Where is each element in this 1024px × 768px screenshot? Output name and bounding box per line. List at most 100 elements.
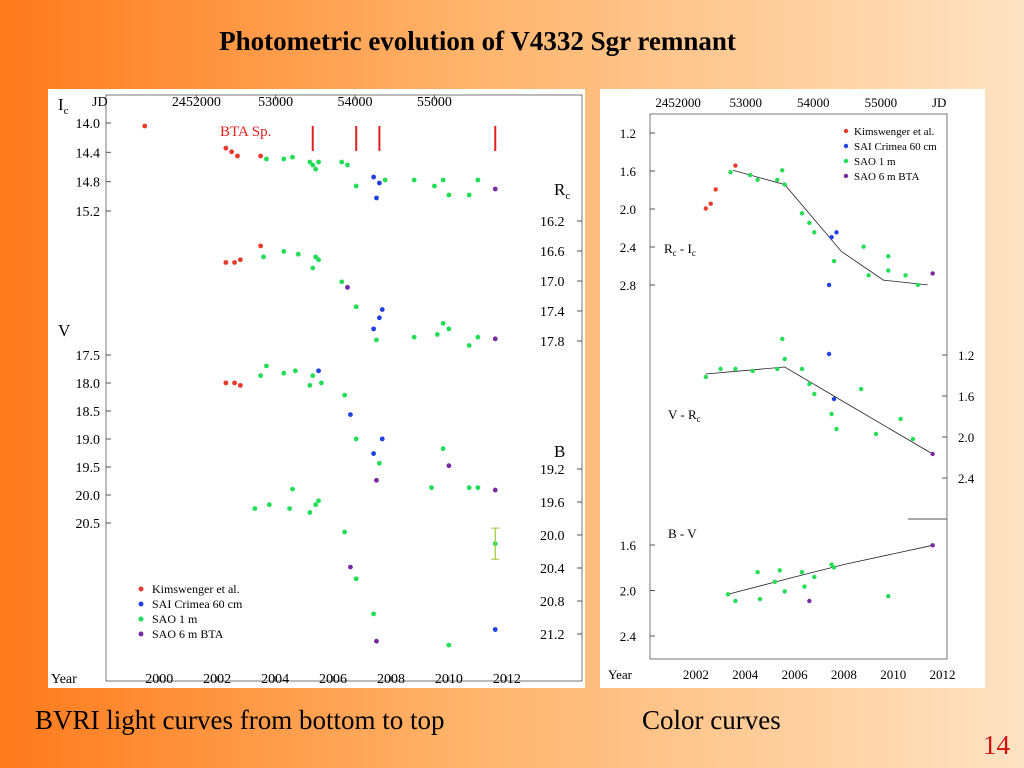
color-data-point xyxy=(782,356,787,362)
data-point-b xyxy=(353,576,359,582)
mag-tick-label: 16.2 xyxy=(540,215,565,230)
jd-tick-label: 53000 xyxy=(729,95,762,110)
mag-tick-label: 17.5 xyxy=(76,349,101,364)
axis-title-v: V xyxy=(58,321,71,340)
color-tick-label: 1.2 xyxy=(958,348,974,363)
data-point-b xyxy=(348,564,353,570)
data-point-r xyxy=(475,334,481,340)
legend-label: SAI Crimea 60 cm xyxy=(152,597,243,611)
mag-tick-label: 19.5 xyxy=(76,461,101,476)
jd-axis-label: JD xyxy=(932,95,946,110)
color-data-point xyxy=(910,436,916,442)
color-data-point xyxy=(777,568,782,573)
data-point-i xyxy=(235,153,240,159)
color-data-point xyxy=(747,172,753,178)
mag-tick-label: 17.4 xyxy=(540,305,565,320)
color-tick-label: 1.2 xyxy=(620,126,636,141)
data-point-b xyxy=(266,502,272,508)
caption-light-curves: BVRI light curves from bottom to top xyxy=(35,705,445,735)
legend-label: SAO 6 m BTA xyxy=(854,171,919,183)
mag-tick-label: 20.4 xyxy=(540,562,565,577)
legend-label: SAO 1 m xyxy=(854,156,896,168)
color-data-point xyxy=(812,574,817,580)
legend-marker xyxy=(138,586,144,592)
data-point-v xyxy=(307,382,313,388)
mag-tick-label: 20.0 xyxy=(540,529,565,544)
color-data-point xyxy=(930,543,935,548)
color-data-point xyxy=(757,596,763,602)
jd-tick-label: 54000 xyxy=(338,95,373,110)
color-data-point xyxy=(826,282,832,288)
data-point-r xyxy=(446,326,452,332)
color-data-point xyxy=(915,282,921,288)
color-data-point xyxy=(826,351,832,357)
fit-line xyxy=(727,544,933,595)
color-data-point xyxy=(775,366,780,372)
data-point-r xyxy=(466,343,472,348)
data-point-r xyxy=(258,243,264,249)
color-data-point xyxy=(861,244,866,249)
data-point-v xyxy=(466,485,472,491)
color-data-point xyxy=(831,396,837,402)
data-point-v xyxy=(475,485,481,491)
data-point-b xyxy=(446,642,452,648)
mag-tick-label: 17.0 xyxy=(540,275,565,290)
color-data-point xyxy=(873,431,879,437)
legend-marker xyxy=(843,173,849,179)
data-point-b xyxy=(290,486,295,492)
legend-label: SAI Crimea 60 cm xyxy=(854,141,937,153)
data-point-v xyxy=(429,485,434,491)
data-point-i xyxy=(316,159,321,165)
year-axis-label: Year xyxy=(51,672,77,687)
data-point-r xyxy=(440,320,446,326)
data-point-b xyxy=(316,498,321,504)
jd-tick-label: 54000 xyxy=(797,95,830,110)
legend-marker xyxy=(843,128,849,134)
data-point-i xyxy=(223,145,229,151)
data-point-i xyxy=(466,192,472,198)
mag-tick-label: 19.0 xyxy=(76,433,101,448)
color-data-point xyxy=(886,254,891,259)
color-data-point xyxy=(930,451,935,457)
jd-tick-label: 2452000 xyxy=(655,95,701,110)
data-point-i xyxy=(371,174,376,180)
color-data-point xyxy=(829,411,834,417)
color-curves-chart: JD 2452000 53000 54000 55000 Year 2002 2004 2006… xyxy=(600,89,985,688)
color-data-point xyxy=(733,366,738,372)
color-data-point xyxy=(886,594,891,599)
data-point-r xyxy=(379,307,385,312)
year-tick-label: 2010 xyxy=(880,667,906,682)
color-data-point xyxy=(780,336,785,342)
data-point-i xyxy=(229,149,235,155)
legend-marker xyxy=(843,158,849,164)
plot-frame xyxy=(105,94,583,682)
mag-tick-label: 20.5 xyxy=(76,517,101,532)
color-tick-label: 1.6 xyxy=(620,164,637,179)
data-point-i xyxy=(264,156,269,162)
data-point-v xyxy=(353,436,359,442)
year-tick-label: 2012 xyxy=(930,667,956,682)
color-data-point xyxy=(812,230,817,235)
jd-tick-label: 53000 xyxy=(258,95,293,110)
data-point-i xyxy=(432,183,437,189)
color-data-point xyxy=(728,170,733,175)
mag-tick-label: 14.8 xyxy=(76,176,101,191)
data-point-i xyxy=(411,177,417,183)
data-point-b xyxy=(313,502,319,508)
color-tick-label: 2.4 xyxy=(958,471,975,486)
color-data-point xyxy=(829,562,834,567)
data-point-v xyxy=(348,412,353,417)
data-point-r xyxy=(371,326,376,332)
color-data-point xyxy=(807,381,812,387)
slide-title: Photometric evolution of V4332 Sgr remna… xyxy=(219,26,736,56)
legend-label: SAO 6 m BTA xyxy=(152,627,224,641)
legend-marker xyxy=(138,616,144,622)
data-point-i xyxy=(281,156,287,162)
data-point-v xyxy=(446,463,452,469)
data-point-i xyxy=(440,177,446,183)
data-point-v xyxy=(492,487,498,493)
legend-marker xyxy=(843,143,849,149)
mag-tick-label: 18.5 xyxy=(76,405,101,420)
color-data-point xyxy=(733,598,738,604)
